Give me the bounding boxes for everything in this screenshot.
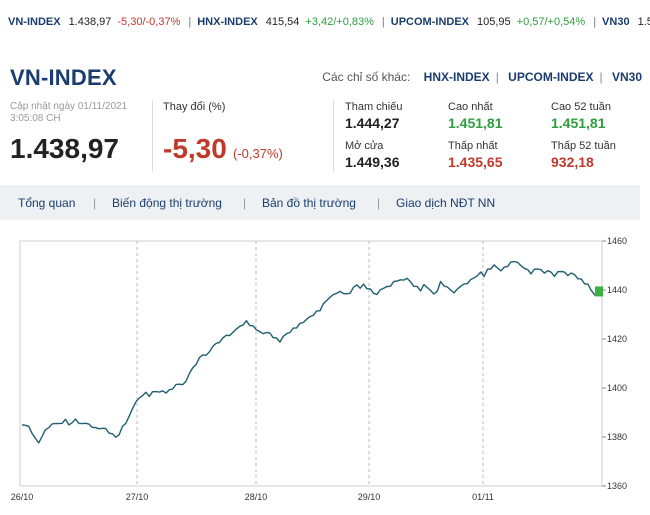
tab-market-movement[interactable]: Biến động thị trường <box>112 196 222 210</box>
ticker-value: 415,54 <box>265 16 300 28</box>
ticker-separator: | <box>381 16 385 28</box>
ticker-change: -5,30/-0,37% <box>117 16 181 28</box>
ticker-name: VN-INDEX <box>8 16 61 28</box>
chart-current-marker <box>595 286 603 297</box>
divider <box>152 100 153 172</box>
index-line-chart: 26/10 27/10 28/10 29/10 01/11 1360 1380 1400 142… <box>11 236 627 502</box>
link-vn30[interactable]: VN30 <box>611 70 642 84</box>
stat-low-label: Thấp nhất <box>448 140 498 152</box>
ticker-change: +0,57/+0,54% <box>516 16 586 28</box>
stat-open: Mở cửa 1.449,36 <box>345 140 400 170</box>
ticker-separator: | <box>188 16 192 28</box>
stat-high-52w-label: Cao 52 tuần <box>551 101 611 113</box>
ticker-value: 105,95 <box>477 16 511 28</box>
chart-plot-area <box>19 240 603 487</box>
chart-y-tick-label: 1420 <box>607 334 627 344</box>
link-hnx-index[interactable]: HNX-INDEX <box>423 70 490 84</box>
tab-overview[interactable]: Tổng quan <box>18 196 76 210</box>
tab-separator: | <box>93 196 97 210</box>
chart-x-tick-label: 26/10 <box>11 492 34 502</box>
link-upcom-index[interactable]: UPCOM-INDEX <box>508 70 594 84</box>
change-label: Thay đổi (%) <box>163 101 226 113</box>
chart-x-tick-label: 28/10 <box>245 492 268 502</box>
stat-low: Thấp nhất 1.435,65 <box>448 140 503 170</box>
change-percent: (-0,37%) <box>233 146 283 161</box>
chart-x-tick-label: 01/11 <box>472 492 494 502</box>
chart-x-tick-label: 29/10 <box>358 492 381 502</box>
ticker-value: 1.51 <box>637 16 650 28</box>
chart-y-tick-label: 1400 <box>607 383 627 393</box>
other-indexes: Các chỉ số khác: HNX-INDEX | UPCOM-INDEX |… <box>322 70 642 84</box>
stat-low-52w-label: Thấp 52 tuần <box>551 140 616 152</box>
ticker-item[interactable]: UPCOM-INDEX 105,95 +0,57/+0,54% <box>391 16 585 28</box>
stat-high: Cao nhất 1.451,81 <box>448 101 503 131</box>
ticker-item[interactable]: VN-INDEX 1.438,97 -5,30/-0,37% <box>8 16 180 28</box>
stat-low-value: 1.435,65 <box>448 154 503 170</box>
tab-bar: Tổng quan | Biến động thị trường | Bản đ… <box>0 185 640 220</box>
stat-open-label: Mở cửa <box>345 140 384 152</box>
chart-y-tick-label: 1380 <box>607 432 627 442</box>
ticker-item[interactable]: HNX-INDEX 415,54 +3,42/+0,83% <box>197 16 374 28</box>
ticker-name: UPCOM-INDEX <box>390 16 470 28</box>
index-value: 1.438,97 <box>10 133 119 164</box>
ticker-name: HNX-INDEX <box>197 16 258 28</box>
ticker-change: +3,42/+0,83% <box>305 16 374 28</box>
ticker-separator: | <box>593 16 597 28</box>
stat-reference-value: 1.444,27 <box>345 115 400 131</box>
stat-high-52w: Cao 52 tuần 1.451,81 <box>551 101 611 131</box>
index-ticker-bar: VN-INDEX 1.438,97 -5,30/-0,37% | HNX-INDEX 41… <box>0 0 650 44</box>
stat-low-52w-value: 932,18 <box>551 154 594 170</box>
ticker-item[interactable]: VN30 1.51 <box>602 16 650 28</box>
chart-y-tick-label: 1440 <box>607 285 627 295</box>
tab-separator: | <box>377 196 381 210</box>
stat-high-label: Cao nhất <box>448 101 493 113</box>
chart-y-tick-label: 1460 <box>607 236 627 246</box>
ticker-name: VN30 <box>602 16 630 28</box>
stat-open-value: 1.449,36 <box>345 154 400 170</box>
change-value: -5,30 <box>163 133 227 164</box>
page-title: VN-INDEX <box>10 65 117 90</box>
ticker-value: 1.438,97 <box>68 16 112 28</box>
stat-high-52w-value: 1.451,81 <box>551 115 606 131</box>
other-indexes-label: Các chỉ số khác: <box>322 70 411 84</box>
tab-foreign-trading[interactable]: Giao dịch NĐT NN <box>396 196 496 210</box>
update-time: 3:05:08 CH <box>10 113 61 124</box>
stat-low-52w: Thấp 52 tuần 932,18 <box>551 140 616 170</box>
update-timestamp: Cập nhật ngày 01/11/2021 3:05:08 CH <box>10 101 127 125</box>
update-date: Cập nhật ngày 01/11/2021 <box>10 101 128 112</box>
tab-market-map[interactable]: Bản đồ thị trường <box>262 196 356 210</box>
chart-x-tick-label: 27/10 <box>126 492 149 502</box>
divider <box>333 100 334 172</box>
stat-reference: Tham chiếu 1.444,27 <box>345 101 402 131</box>
stat-high-value: 1.451,81 <box>448 115 503 131</box>
tab-separator: | <box>243 196 247 210</box>
stat-reference-label: Tham chiếu <box>345 101 403 113</box>
chart-series-line <box>21 260 599 444</box>
chart-y-tick-label: 1360 <box>607 481 627 491</box>
